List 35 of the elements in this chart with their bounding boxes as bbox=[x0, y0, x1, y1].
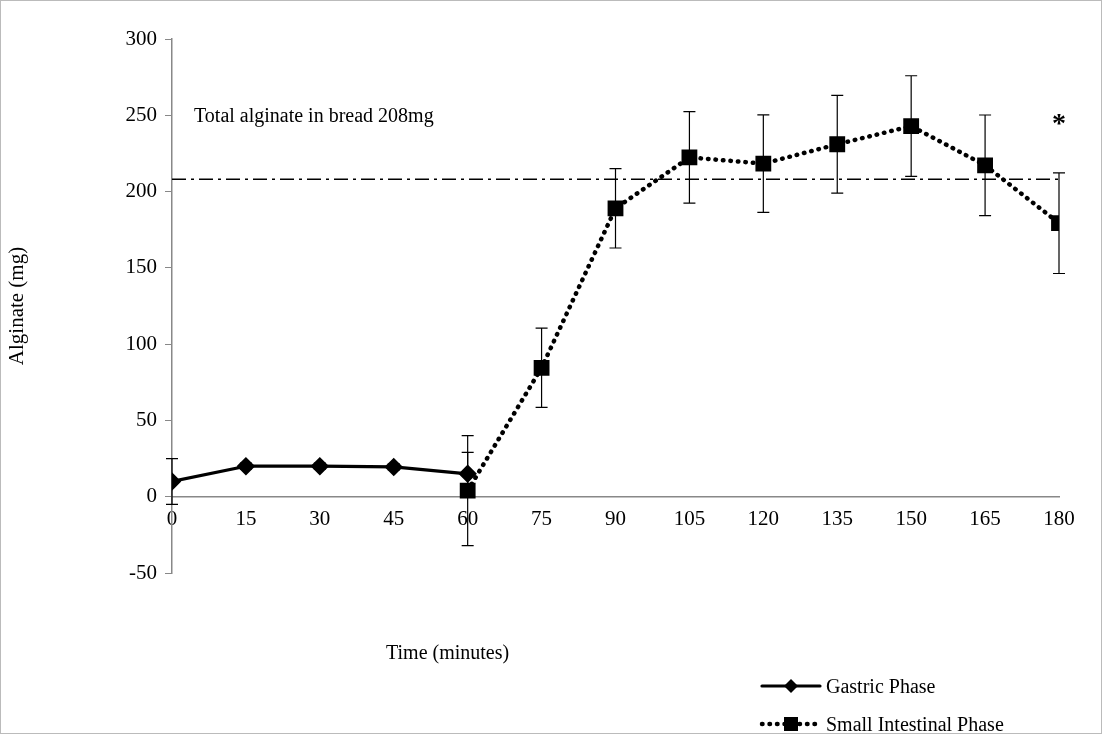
y-tick-label: 50 bbox=[136, 406, 157, 431]
y-tick-label: 200 bbox=[125, 178, 157, 203]
point bbox=[459, 465, 477, 483]
y-tick-label: 250 bbox=[125, 101, 157, 126]
point bbox=[977, 157, 993, 174]
y-tick-label: 0 bbox=[146, 483, 157, 508]
annotation: * bbox=[1052, 107, 1066, 139]
point bbox=[459, 482, 476, 499]
y-tick-label: 100 bbox=[125, 330, 157, 355]
x-axis-title: Time (minutes) bbox=[386, 641, 510, 664]
y-axis-title: Alginate (mg) bbox=[4, 246, 29, 366]
x-tick-label: 105 bbox=[673, 505, 706, 530]
x-tick-label: 75 bbox=[531, 505, 553, 530]
x-tick-label: 120 bbox=[747, 505, 780, 530]
x-tick-label: 90 bbox=[605, 505, 626, 530]
y-tick-label: -50 bbox=[129, 559, 157, 584]
point bbox=[829, 136, 846, 153]
point bbox=[533, 359, 550, 376]
y-tick-label: 150 bbox=[125, 254, 157, 279]
point bbox=[903, 118, 920, 135]
ref-line-label: Total alginate in bread 208mg bbox=[194, 103, 434, 127]
legend-label: Gastric Phase bbox=[826, 674, 936, 698]
x-tick-label: 45 bbox=[383, 505, 405, 530]
y-tick-label: 300 bbox=[125, 25, 157, 50]
x-tick-label: 0 bbox=[166, 505, 178, 530]
x-tick-label: 180 bbox=[1043, 505, 1075, 530]
point bbox=[607, 200, 624, 217]
point bbox=[681, 149, 698, 166]
x-tick-label: 30 bbox=[309, 505, 331, 530]
x-tick-label: 150 bbox=[895, 505, 927, 530]
point bbox=[755, 155, 772, 172]
x-tick-label: 135 bbox=[821, 505, 853, 530]
x-tick-label: 165 bbox=[969, 505, 1001, 530]
legend-label: Small Intestinal Phase bbox=[826, 712, 1004, 734]
x-tick-label: 15 bbox=[235, 505, 257, 530]
